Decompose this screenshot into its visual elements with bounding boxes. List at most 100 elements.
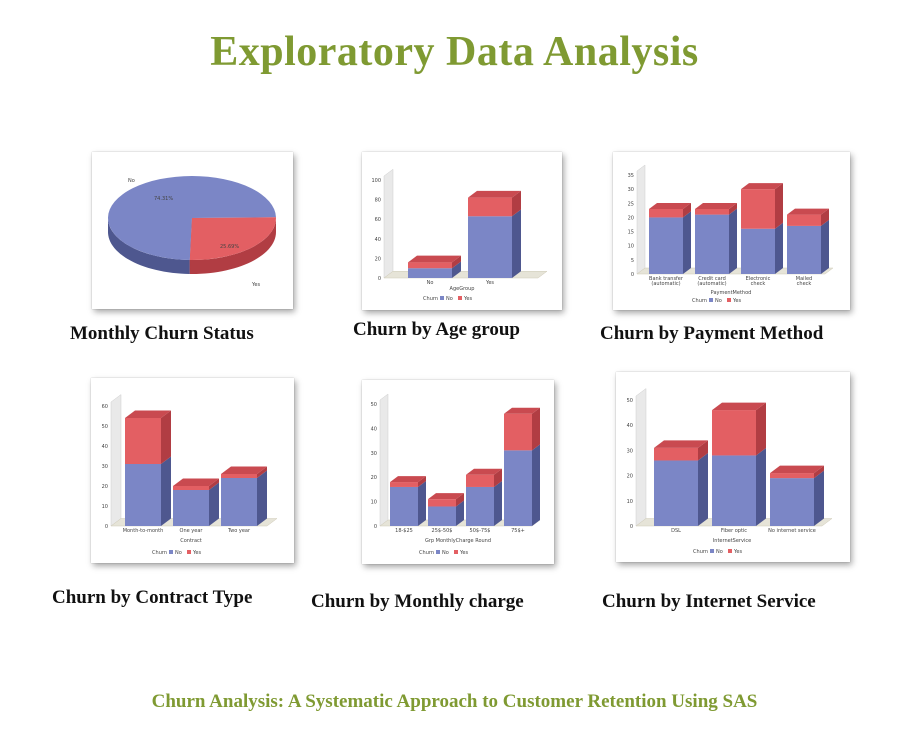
legend-swatch	[169, 550, 173, 554]
bar-side	[756, 447, 766, 526]
y-tick-label: 50	[102, 424, 108, 430]
bar-side	[456, 500, 464, 526]
bar-top	[787, 208, 829, 215]
bar-segment-no	[408, 268, 452, 278]
x-tick-label: No	[427, 280, 434, 286]
legend-item: Yes	[733, 549, 742, 555]
bar-top	[221, 466, 267, 474]
bar-segment-yes	[654, 447, 698, 461]
bar-side	[756, 402, 766, 456]
bar-top	[173, 478, 219, 486]
legend-swatch	[187, 550, 191, 554]
y-tick-label: 10	[102, 504, 108, 510]
legend-swatch	[727, 298, 731, 302]
bar-top	[125, 410, 171, 418]
bar-side	[698, 440, 708, 461]
bar-chart: 0 10 20 30 40 50 18-$25 25$-50$ 50$-75$ 75$+ Grp M…	[371, 393, 541, 556]
bar-side	[456, 493, 464, 507]
page-title: Exploratory Data Analysis	[210, 29, 699, 75]
y-tick-label: 5	[631, 258, 634, 264]
pie-slice	[189, 217, 276, 260]
bar-segment-no	[712, 455, 756, 526]
chart-caption: Churn by Payment Method	[600, 323, 824, 344]
x-tick-label: DSL	[671, 528, 681, 534]
bar-top	[770, 465, 824, 474]
chart-caption: Churn by Internet Service	[602, 591, 816, 612]
bar-segment-yes	[221, 474, 257, 478]
bar-segment-no	[428, 506, 456, 526]
legend-item: Yes	[459, 550, 468, 556]
x-tick-label: check	[797, 281, 812, 287]
bar-segment-yes	[428, 499, 456, 507]
chart-card-age-group: 0 20 40 60 80 100 No Yes AgeGroup Churn No Yes	[362, 152, 562, 310]
y-tick-label: 40	[375, 237, 381, 243]
bar-side	[532, 444, 540, 526]
legend-item: Yes	[463, 296, 472, 302]
chart-caption: Monthly Churn Status	[70, 323, 254, 344]
bar-side	[161, 456, 171, 526]
bar-side	[821, 208, 829, 226]
chart-card-internet-service: 0 10 20 30 40 50 DSL Fiber optic No internet ser…	[616, 372, 850, 562]
x-tick-label: (automatic)	[651, 281, 680, 287]
bar-chart: 0 10 20 30 40 50 60 Month-to-month One year Two y…	[102, 394, 278, 556]
legend-item: No	[442, 550, 449, 556]
bar-side	[729, 208, 737, 274]
pie-slice-side	[108, 218, 190, 274]
axis-wall	[636, 164, 646, 275]
pie-slice-label: No	[128, 178, 135, 184]
x-tick-label: 18-$25	[395, 528, 413, 534]
x-tick-label: Month-to-month	[123, 528, 164, 534]
chart-caption: Churn by Monthly charge	[311, 591, 524, 612]
legend-title: Churn	[152, 550, 167, 556]
y-tick-label: 20	[628, 215, 634, 221]
x-tick-label: Electronic	[746, 276, 771, 282]
bar-side	[452, 261, 461, 278]
legend-swatch	[440, 296, 444, 300]
bar-side	[494, 468, 502, 487]
legend-swatch	[728, 549, 732, 553]
legend-title: Churn	[693, 549, 708, 555]
bar-side	[821, 219, 829, 274]
axis-wall	[383, 168, 394, 279]
footer-text: Churn Analysis: A Systematic Approach to…	[151, 691, 758, 712]
bar-top	[504, 407, 540, 414]
bar-segment-yes	[466, 474, 494, 487]
bar-segment-yes	[125, 418, 161, 464]
legend-item: No	[446, 296, 453, 302]
bar-segment-no	[390, 486, 418, 526]
bar-segment-yes	[504, 413, 532, 451]
chart-caption: Churn by Age group	[353, 319, 521, 340]
x-tick-label: (automatic)	[697, 281, 726, 287]
x-axis-label: Grp MonthlyCharge Round	[425, 538, 491, 544]
bar-side	[512, 209, 521, 278]
chart-card-payment-method: 0 5 10 15 20 25 30 35 Bank transfer (automatic) Cr…	[613, 152, 850, 310]
y-tick-label: 100	[371, 178, 381, 184]
y-tick-label: 0	[631, 272, 634, 278]
bar-chart: 0 20 40 60 80 100 No Yes AgeGroup Churn No Yes	[371, 168, 548, 302]
bar-segment-yes	[695, 208, 729, 215]
x-tick-label: Yes	[485, 280, 494, 286]
legend-title: Churn	[423, 296, 438, 302]
chart-card-contract-type: 0 10 20 30 40 50 60 Month-to-month One year Two y…	[91, 378, 294, 563]
bar-side	[775, 222, 783, 274]
bar-segment-no	[770, 478, 814, 526]
bar-top	[712, 402, 766, 411]
pie-value-label: 25.69%	[220, 244, 239, 250]
bar-segment-no	[173, 490, 209, 526]
x-tick-label: check	[751, 281, 766, 287]
bar-top	[408, 255, 461, 263]
bar-segment-no	[787, 225, 821, 274]
y-tick-label: 20	[102, 484, 108, 490]
axis-wall	[379, 393, 389, 527]
bar-side	[161, 410, 171, 464]
y-tick-label: 80	[375, 198, 381, 204]
pie-value-label: 74.31%	[154, 196, 173, 202]
bar-segment-yes	[787, 214, 821, 226]
chart-caption: Churn by Contract Type	[52, 587, 253, 608]
bar-segment-no	[695, 214, 729, 274]
bar-top	[428, 493, 464, 500]
legend-item: Yes	[192, 550, 201, 556]
y-tick-label: 30	[102, 464, 108, 470]
bar-side	[209, 482, 219, 526]
